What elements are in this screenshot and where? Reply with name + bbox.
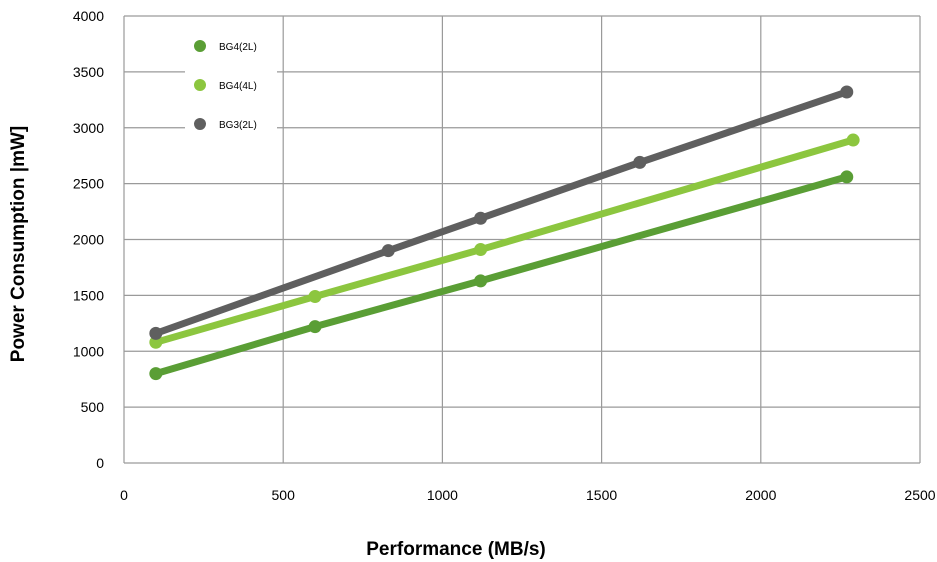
y-tick-label: 500 xyxy=(81,399,105,415)
data-point xyxy=(474,274,488,288)
y-tick-label: 3000 xyxy=(73,120,104,136)
data-point xyxy=(308,320,322,334)
x-tick-label: 1000 xyxy=(427,487,458,503)
x-axis-tick-labels: 0 500 1000 1500 2000 2500 xyxy=(120,487,936,503)
x-tick-label: 500 xyxy=(272,487,296,503)
y-tick-label: 3500 xyxy=(73,64,104,80)
data-point xyxy=(149,326,163,340)
series-2 xyxy=(149,85,854,340)
data-point xyxy=(840,85,854,99)
legend-label: BG4(4L) xyxy=(219,81,257,92)
legend-marker xyxy=(194,40,206,52)
data-point xyxy=(840,170,854,184)
series-layer xyxy=(149,85,860,381)
data-point xyxy=(149,335,163,349)
legend: BG4(2L) BG4(4L) BG3(2L) xyxy=(185,30,277,148)
x-tick-label: 0 xyxy=(120,487,128,503)
x-tick-label: 2500 xyxy=(904,487,935,503)
data-point xyxy=(633,155,647,169)
y-axis-title: Power Consumption |mW] xyxy=(8,126,29,362)
data-point xyxy=(381,244,395,258)
y-axis-tick-labels: 0 500 1000 1500 2000 2500 3000 3500 4000 xyxy=(73,8,104,471)
y-tick-label: 1500 xyxy=(73,287,104,303)
x-tick-label: 1500 xyxy=(586,487,617,503)
data-point xyxy=(149,367,163,381)
data-point xyxy=(474,243,488,257)
x-axis-title: Performance (MB/s) xyxy=(366,539,546,560)
legend-label: BG3(2L) xyxy=(219,120,257,131)
y-tick-label: 1000 xyxy=(73,343,104,359)
series-1 xyxy=(149,133,860,349)
legend-marker xyxy=(194,118,206,130)
data-point xyxy=(846,133,860,147)
legend-label: BG4(2L) xyxy=(219,42,257,53)
y-tick-label: 2500 xyxy=(73,176,104,192)
series-0 xyxy=(149,170,854,381)
y-tick-label: 2000 xyxy=(73,232,104,248)
series-line xyxy=(152,173,851,378)
y-tick-label: 4000 xyxy=(73,8,104,24)
y-tick-label: 0 xyxy=(96,455,104,471)
data-point xyxy=(308,289,322,303)
data-point xyxy=(474,211,488,225)
x-tick-label: 2000 xyxy=(745,487,776,503)
legend-marker xyxy=(194,79,206,91)
series-line xyxy=(152,136,857,346)
